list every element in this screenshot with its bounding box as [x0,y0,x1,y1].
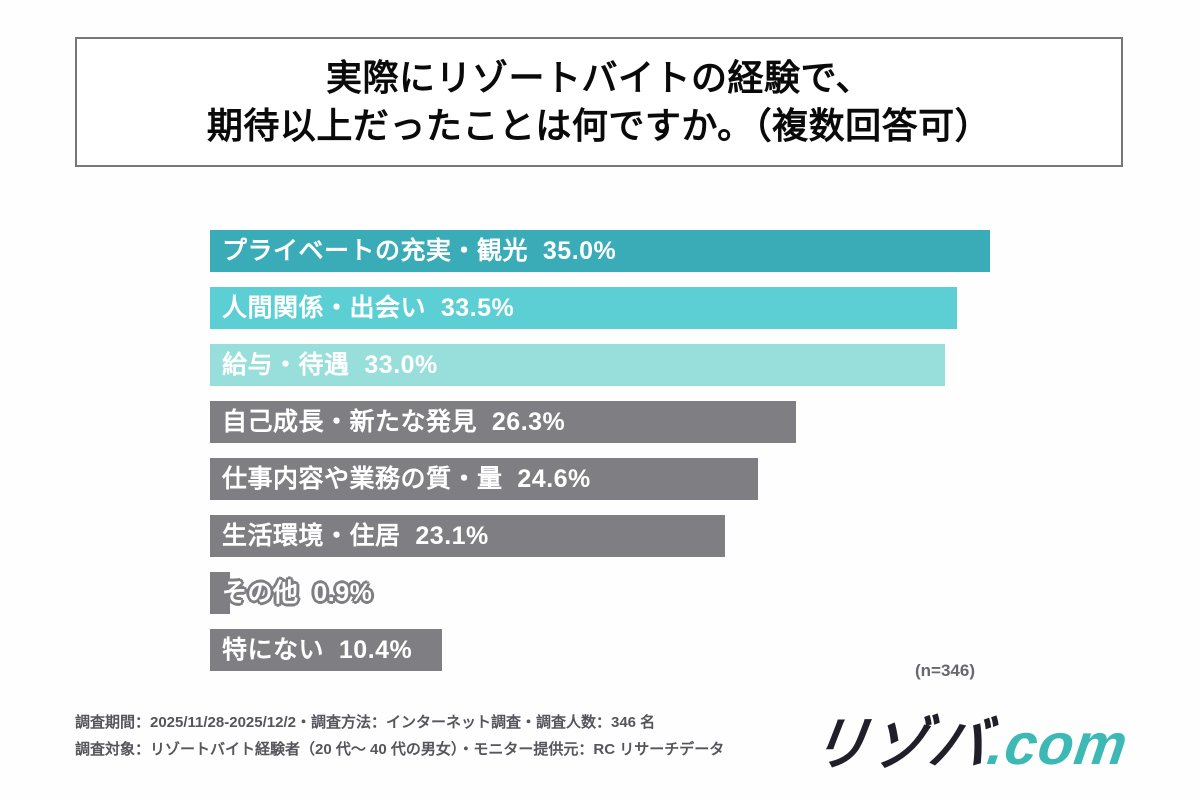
bar-label: 自己成長・新たな発見 26.3% [222,408,566,436]
survey-footnote: 調査期間：2025/11/28-2025/12/2・調査方法：インターネット調査… [75,709,724,763]
bar-row: プライベートの充実・観光 35.0% [210,230,1010,272]
bar-row: 特にない 10.4% [210,629,1010,671]
survey-footnote-line-1: 調査期間：2025/11/28-2025/12/2・調査方法：インターネット調査… [75,714,656,731]
bar-row: 給与・待遇 33.0% [210,344,1010,386]
bar-label: 生活環境・住居 23.1% [222,522,489,550]
bar [210,401,797,443]
bar-chart: プライベートの充実・観光 35.0% 人間関係・出会い 33.5% 給与・待遇 33… [210,230,1010,686]
survey-footnote-line-2: 調査対象：リゾートバイト経験者（20 代～ 40 代の男女）・モニター提供元：R… [75,741,725,758]
sample-size-note: (n=346) [915,661,975,680]
bar-row: 生活環境・住居 23.1% [210,515,1010,557]
page-title-line-1: 実際にリゾートバイトの経験で、 [325,57,873,98]
bar-label: 特にない 10.4% [222,636,413,664]
bar [210,458,759,500]
bar-label: 仕事内容や業務の質・量 24.6% [222,465,591,493]
bar-label: 人間関係・出会い 33.5% [222,294,515,322]
rizoba-com-logo: リゾバ.com [806,697,1134,781]
bar [210,344,946,386]
page-title-line-2: 期待以上だったことは何ですか。（複数回答可） [206,105,992,146]
bar-label: プライベートの充実・観光 35.0% [222,237,617,265]
bar-row: 自己成長・新たな発見 26.3% [210,401,1010,443]
bar [210,287,957,329]
logo-text-teal: .com [983,712,1132,777]
bar [210,572,231,614]
bar-row: 仕事内容や業務の質・量 24.6% [210,458,1010,500]
title-box: 実際にリゾートバイトの経験で、 期待以上だったことは何ですか。（複数回答可） [75,37,1123,167]
bar [210,515,725,557]
bar [210,230,990,272]
bar-row: その他 0.9% [210,572,1010,614]
bar-row: 人間関係・出会い 33.5% [210,287,1010,329]
bar [210,629,442,671]
bar-label: その他 0.9% [222,579,373,607]
logo-text-dark: リゾバ [806,712,993,777]
bar-label: 給与・待遇 33.0% [222,351,438,379]
